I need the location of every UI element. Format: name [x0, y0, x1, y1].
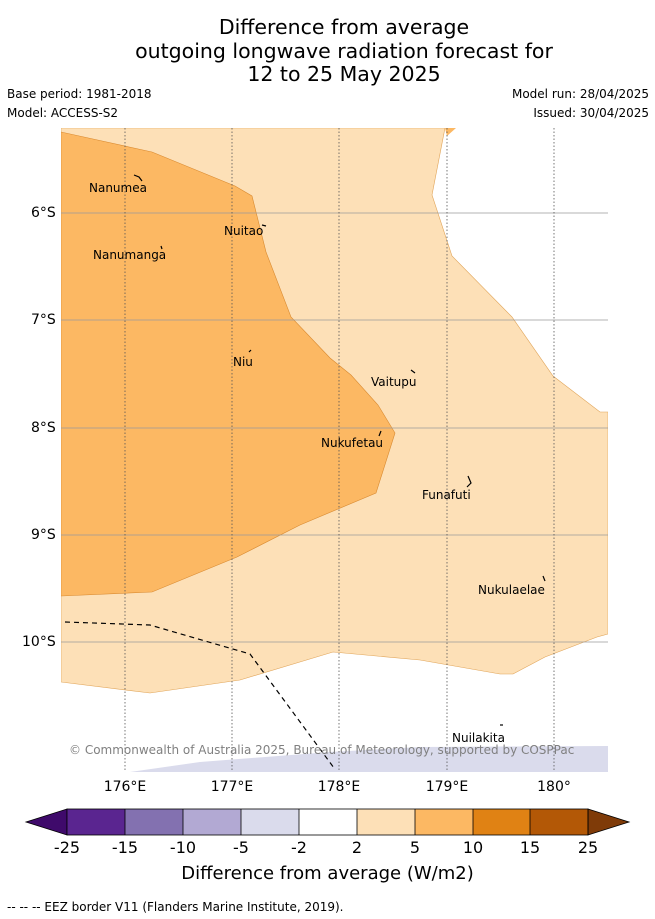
island-nukufetau-shape — [378, 430, 382, 437]
colorbar — [24, 808, 631, 836]
colorbar-bin-5 — [299, 809, 357, 835]
place-label-nanumea: Nanumea — [89, 181, 147, 195]
island-vaitupu-shape — [410, 369, 416, 374]
copyright-notice: © Commonwealth of Australia 2025, Bureau… — [69, 743, 575, 757]
island-nukulaelae-shape — [542, 575, 546, 582]
colorbar-tick-label: -10 — [169, 838, 197, 857]
colorbar-bin-8 — [473, 809, 530, 835]
colorbar-bin-1 — [67, 809, 125, 835]
eez-border-line — [64, 621, 335, 769]
anomaly-region-neg-2-5 — [130, 746, 608, 772]
place-label-nukulaelae: Nukulaelae — [478, 583, 545, 597]
colorbar-bin-3 — [183, 809, 241, 835]
island-niu-shape — [248, 349, 252, 353]
lat-label-9s: 9°S — [31, 527, 56, 543]
colorbar-tick-label: 15 — [519, 838, 541, 857]
issued-date: Issued: 30/04/2025 — [533, 106, 649, 120]
graticule — [61, 212, 608, 643]
colorbar-tick-label: 2 — [351, 838, 363, 857]
base-period: Base period: 1981-2018 — [7, 87, 152, 101]
lat-label-10s: 10°S — [22, 634, 56, 650]
lat-label-8s: 8°S — [31, 420, 56, 436]
colorbar-tick-label: -25 — [53, 838, 81, 857]
title-line-3: 12 to 25 May 2025 — [247, 62, 441, 86]
colorbar-bin-2 — [125, 809, 183, 835]
model-name: Model: ACCESS-S2 — [7, 106, 119, 120]
islands — [133, 174, 546, 726]
place-label-vaitupu: Vaitupu — [371, 375, 417, 389]
model-run: Model run: 28/04/2025 — [511, 87, 649, 101]
colorbar-tick-label: -15 — [111, 838, 139, 857]
colorbar-bin-6 — [357, 809, 415, 835]
lon-label-180: 180° — [537, 779, 571, 795]
colorbar-tick-label: 10 — [462, 838, 484, 857]
island-nanumea-shape — [133, 174, 143, 182]
place-label-nuitao: Nuitao — [224, 224, 264, 238]
lat-label-6s: 6°S — [31, 205, 56, 221]
lon-label-178e: 178°E — [317, 779, 361, 795]
place-label-niu: Niu — [233, 355, 253, 369]
colorbar-tick-label: -2 — [291, 838, 307, 857]
colorbar-tick-label: -5 — [233, 838, 249, 857]
lon-label-176e: 176°E — [103, 779, 147, 795]
title-line-1: Difference from average — [218, 15, 470, 39]
lon-label-179e: 179°E — [425, 779, 469, 795]
colorbar-extend-high — [587, 808, 631, 836]
eez-legend-footer: -- -- -- EEZ border V11 (Flanders Marine… — [7, 900, 344, 914]
colorbar-tick-label: 25 — [577, 838, 599, 857]
place-label-nuilakita: Nuilakita — [452, 731, 505, 745]
place-label-nanumanga: Nanumanga — [93, 248, 167, 262]
anomaly-region-5-10 — [61, 131, 396, 597]
colorbar-extend-low — [24, 808, 68, 836]
colorbar-bin-9 — [530, 809, 588, 835]
place-label-funafuti: Funafuti — [422, 488, 471, 502]
colorbar-bin-7 — [415, 809, 473, 835]
meridians — [124, 128, 555, 772]
island-funafuti-shape — [466, 475, 472, 488]
colorbar-bin-4 — [241, 809, 299, 835]
colorbar-title: Difference from average (W/m2) — [181, 863, 474, 884]
title-line-2: outgoing longwave radiation forecast for — [135, 38, 553, 63]
place-label-nukufetau: Nukufetau — [321, 436, 384, 450]
map-title: Difference from average outgoing longwav… — [0, 15, 655, 87]
lon-label-177e: 177°E — [210, 779, 254, 795]
colorbar-tick-label: 5 — [409, 838, 421, 857]
island-nuitao-shape — [261, 224, 267, 227]
lat-label-7s: 7°S — [31, 312, 56, 328]
island-nanumanga-shape — [160, 245, 163, 250]
anomaly-corner-patch — [445, 128, 456, 136]
